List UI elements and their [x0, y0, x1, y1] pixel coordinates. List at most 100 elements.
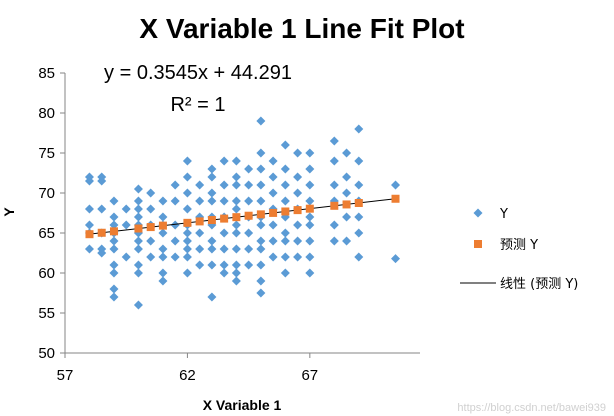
predicted-y-point [256, 210, 265, 219]
y-point [109, 196, 119, 206]
y-point [219, 156, 229, 166]
y-point [195, 244, 205, 254]
y-point [244, 180, 254, 190]
y-tick-label: 60 [38, 265, 55, 282]
y-point [182, 156, 192, 166]
y-point [293, 172, 303, 182]
y-point [109, 292, 119, 302]
y-point [84, 176, 94, 186]
y-point [305, 164, 315, 174]
y-point [305, 236, 315, 246]
predicted-y-point [281, 207, 290, 216]
axes: 50 55 60 65 70 75 80 85 57 62 67 [38, 65, 420, 384]
y-point [158, 228, 168, 238]
y-point [207, 188, 217, 198]
y-point [207, 260, 217, 270]
y-point [329, 136, 339, 146]
y-point [97, 248, 107, 258]
predicted-y-point [195, 217, 204, 226]
y-point [244, 164, 254, 174]
y-point [391, 180, 401, 190]
y-point [133, 196, 143, 206]
predicted-y-point [158, 221, 167, 230]
predicted-y-point [342, 200, 351, 209]
y-point [231, 268, 241, 278]
y-point [182, 252, 192, 262]
y-point [293, 220, 303, 230]
y-point [207, 292, 217, 302]
y-point [256, 148, 266, 158]
y-point [109, 212, 119, 222]
y-point [158, 268, 168, 278]
y-tick-label: 70 [38, 185, 55, 202]
y-point [133, 268, 143, 278]
y-point [256, 276, 266, 286]
y-point [391, 254, 401, 264]
y-point [342, 212, 352, 222]
y-tick-label: 85 [38, 65, 55, 82]
y-point [133, 236, 143, 246]
y-point [244, 260, 254, 270]
y-point [133, 184, 143, 194]
y-point [158, 212, 168, 222]
predicted-y-point [183, 218, 192, 227]
y-point [354, 156, 364, 166]
predicted-y-point [207, 216, 216, 225]
predicted-y-point [232, 213, 241, 222]
y-point [97, 176, 107, 186]
y-point [244, 244, 254, 254]
y-point [195, 180, 205, 190]
y-point [121, 252, 131, 262]
y-point [182, 268, 192, 278]
y-tick-label: 50 [38, 345, 55, 362]
legend: Y 预测 Y 线性 (预测 Y) [460, 207, 578, 292]
y-point [121, 220, 131, 230]
y-point [146, 188, 156, 198]
y-point [329, 220, 339, 230]
y-point [354, 180, 364, 190]
r-squared-label: R² = 1 [170, 94, 225, 116]
y-point [305, 180, 315, 190]
y-point [231, 276, 241, 286]
y-point [329, 156, 339, 166]
y-point [280, 140, 290, 150]
y-point [207, 164, 217, 174]
y-point [268, 220, 278, 230]
y-point [305, 148, 315, 158]
y-point [219, 268, 229, 278]
y-point [354, 228, 364, 238]
y-point [354, 252, 364, 262]
y-point [182, 188, 192, 198]
y-point [133, 212, 143, 222]
y-point [84, 204, 94, 214]
y-point [170, 236, 180, 246]
watermark: https://blog.csdn.net/bawei939 [457, 402, 606, 414]
predicted-y-point [330, 201, 339, 210]
legend-label-y: Y [499, 207, 508, 222]
y-point [256, 236, 266, 246]
y-point [231, 172, 241, 182]
y-tick-label: 75 [38, 145, 55, 162]
y-point [170, 180, 180, 190]
y-point [146, 236, 156, 246]
y-point [158, 252, 168, 262]
y-point [231, 260, 241, 270]
y-point [219, 228, 229, 238]
y-point [268, 236, 278, 246]
y-tick-label: 80 [38, 105, 55, 122]
y-point [305, 268, 315, 278]
y-point [231, 220, 241, 230]
y-point [342, 148, 352, 158]
y-point [231, 228, 241, 238]
trendline-equation: y = 0.3545x + 44.291 [104, 62, 292, 84]
y-point [256, 288, 266, 298]
y-point [342, 188, 352, 198]
y-point [268, 172, 278, 182]
y-point [207, 172, 217, 182]
y-point [280, 180, 290, 190]
y-point [256, 196, 266, 206]
predicted-y-point [293, 206, 302, 215]
y-tick-label: 55 [38, 305, 55, 322]
predicted-y-point [244, 211, 253, 220]
y-point [256, 164, 266, 174]
